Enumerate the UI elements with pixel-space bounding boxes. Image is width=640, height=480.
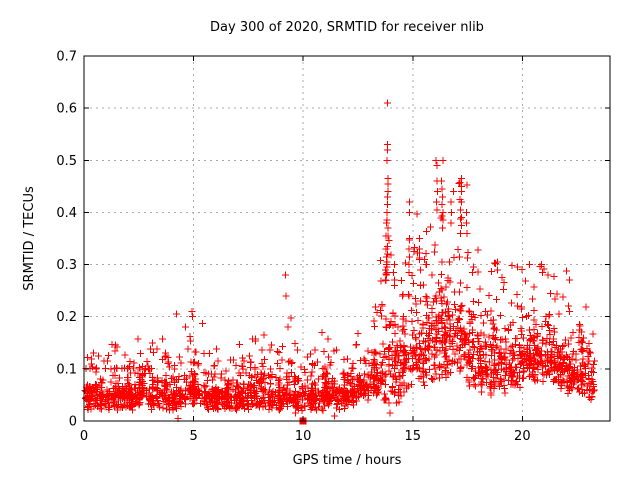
y-tick-label: 0.3 bbox=[56, 258, 77, 273]
x-tick-label: 0 bbox=[80, 429, 88, 444]
x-tick-label: 5 bbox=[189, 429, 197, 444]
x-axis-label: GPS time / hours bbox=[293, 453, 402, 468]
x-tick-label: 10 bbox=[295, 429, 312, 444]
x-tick-label: 15 bbox=[404, 429, 421, 444]
plot-border bbox=[83, 55, 611, 422]
tick-marks bbox=[83, 55, 610, 422]
y-tick-label: 0.1 bbox=[56, 362, 77, 377]
y-tick-label: 0.7 bbox=[56, 50, 77, 65]
y-axis-label: SRMTID / TECUs bbox=[22, 186, 37, 291]
y-tick-label: 0.5 bbox=[56, 154, 77, 169]
y-tick-label: 0 bbox=[69, 415, 77, 430]
data-points bbox=[81, 99, 599, 422]
chart-title: Day 300 of 2020, SRMTID for receiver nli… bbox=[210, 20, 484, 35]
y-tick-label: 0.4 bbox=[56, 206, 77, 221]
plot-area: 0 5 10 15 20 0 0.1 0.2 0.3 0.4 0.5 0.6 0.7 bbox=[56, 50, 611, 444]
y-tick-label: 0.2 bbox=[56, 310, 77, 325]
y-tick-label: 0.6 bbox=[56, 102, 77, 117]
x-tick-label: 20 bbox=[514, 429, 531, 444]
